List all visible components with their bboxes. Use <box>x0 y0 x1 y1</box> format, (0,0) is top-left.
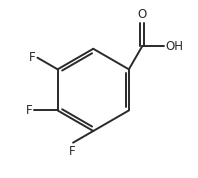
Text: O: O <box>138 8 147 21</box>
Text: F: F <box>69 145 76 158</box>
Text: OH: OH <box>165 40 183 53</box>
Text: F: F <box>26 104 33 117</box>
Text: F: F <box>29 51 36 64</box>
